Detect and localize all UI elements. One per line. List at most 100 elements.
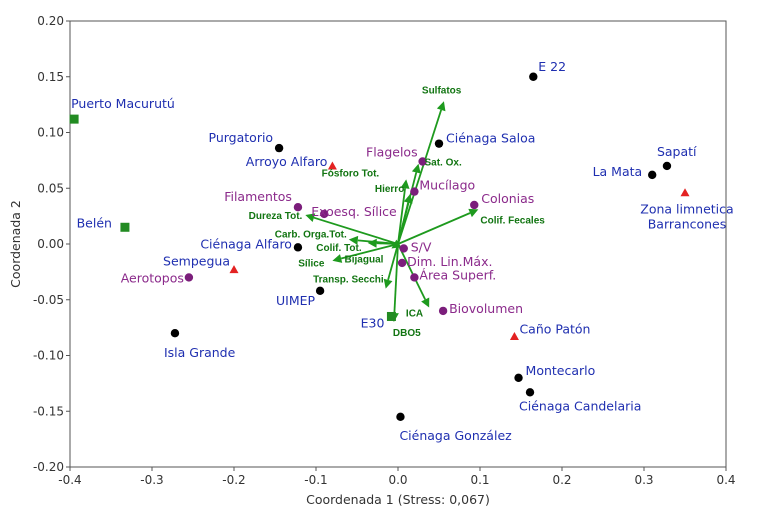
vector-silice-arrowhead (332, 254, 343, 263)
vector-transp-secchi-label: Transp. Secchi (313, 275, 384, 286)
x-axis-title: Coordenada 1 (Stress: 0,067) (306, 492, 490, 507)
point-purgatorio (274, 143, 284, 153)
point-la-mata-label: La Mata (593, 164, 643, 179)
point-dim-lin-max-label: Dim. Lin.Máx. (407, 254, 492, 269)
vector-dbo5-line (393, 243, 399, 314)
point-cienaga-gonzalez-label: Ciénaga González (399, 428, 512, 443)
y-tick-label: 0.15 (37, 70, 64, 84)
x-tick-label: 0.4 (716, 473, 735, 487)
point-s-v (399, 244, 408, 253)
vector-hierro-arrowhead (403, 193, 413, 204)
vector-ica-line (397, 243, 427, 300)
point-montecarlo (514, 373, 523, 382)
x-tick-label: -0.4 (58, 473, 81, 487)
point-puerto-macurutu (69, 114, 79, 124)
y-tick-label: 0.20 (37, 14, 64, 28)
point-dim-lin-max (397, 258, 407, 268)
point-cienaga-saloa-label: Ciénaga Saloa (446, 131, 535, 146)
vector-fosforo-tot-label: Fósforo Tot. (322, 168, 380, 179)
point-zona-limnetica-barrancones (680, 188, 690, 197)
x-tick-label: -0.3 (140, 473, 163, 487)
point-cienaga-alfaro (293, 243, 303, 252)
point-mucilago (410, 187, 419, 196)
point-cano-paton-label: Caño Patón (519, 322, 590, 337)
vector-silice-line (340, 243, 399, 260)
vector-colif-fecales-label: Colif. Fecales (480, 215, 545, 226)
point-flagelos (418, 157, 427, 166)
point-isla-grande (170, 329, 180, 338)
vector-transp-secchi-arrowhead (383, 278, 393, 289)
point-cienaga-candelaria (525, 388, 535, 397)
vector-ica-label: ICA (406, 309, 423, 320)
x-tick-label: 0.1 (470, 473, 489, 487)
point-arroyo-alfaro (327, 161, 337, 170)
point-colonias-label: Colonias (481, 191, 534, 206)
point-arroyo-alfaro-label: Arroyo Alfaro (246, 154, 328, 169)
points-layer (69, 72, 690, 422)
point-montecarlo-label: Montecarlo (526, 363, 596, 378)
point-e30-label: E30 (361, 315, 385, 330)
point-area-superf-label: Área Superf. (419, 267, 496, 282)
vector-labels-layer: Sulfatos Sat. Ox. Fósforo Tot. Hierro Colif.… (249, 85, 546, 339)
point-la-mata (648, 170, 657, 180)
vector-transp-secchi-line (387, 243, 399, 281)
point-area-superf (410, 273, 419, 282)
point-sempegua-label: Sempegua (163, 254, 230, 269)
y-tick-label: -0.05 (33, 293, 64, 307)
point-biovolumen-label: Biovolumen (449, 301, 523, 316)
point-belen-label: Belén (77, 215, 112, 230)
vector-sat-ox-arrowhead (411, 163, 421, 174)
vector-ica-arrowhead (421, 297, 430, 308)
y-tick-label: -0.10 (33, 349, 64, 363)
y-tick-label: -0.20 (33, 460, 64, 474)
y-axis-title: Coordenada 2 (8, 200, 23, 288)
vector-bijagual-label: Bijagual (345, 254, 384, 265)
vector-dureza-tot-label: Dureza Tot. (249, 211, 303, 222)
point-purgatorio-label: Purgatorio (209, 130, 274, 145)
point-filamentos-label: Filamentos (224, 189, 292, 204)
vector-sulfatos-line (397, 109, 443, 245)
vector-dureza-tot-line (313, 216, 399, 245)
x-axis: -0.4 -0.3 -0.2 -0.1 0.0 0.1 0.2 0.3 0.4 (58, 467, 736, 487)
point-colonias (470, 200, 479, 210)
vector-dbo5-label: DBO5 (393, 328, 421, 339)
point-puerto-macurutu-label: Puerto Macurutú (71, 96, 175, 111)
x-tick-label: -0.2 (222, 473, 245, 487)
vector-sat-ox-label: Sat. Ox. (425, 158, 462, 169)
vector-colif-tot-label: Colif. Tot. (316, 243, 362, 254)
vector-colif-fecales-line (397, 212, 471, 245)
point-belen (120, 222, 130, 232)
point-cienaga-candelaria-label: Ciénaga Candelaria (519, 398, 641, 413)
point-labels-layer: E 22 Ciénaga Saloa Purgatorio Sapatí La Mata… (71, 59, 734, 443)
point-mucilago-label: Mucílago (419, 178, 475, 193)
point-e30 (386, 311, 396, 321)
vector-sulfatos-arrowhead (436, 101, 446, 112)
y-tick-label: 0.05 (37, 181, 64, 195)
point-sapati (662, 161, 672, 171)
x-tick-label: -0.1 (304, 473, 327, 487)
vector-silice-label: Sílice (298, 259, 325, 270)
point-filamentos (293, 203, 303, 212)
y-tick-label: 0.10 (37, 126, 64, 140)
point-s-v-label: S/V (411, 239, 432, 254)
y-axis: -0.20 -0.15 -0.10 -0.05 0.00 0.05 0.10 0.15 0.20 (33, 14, 70, 474)
point-cienaga-alfaro-label: Ciénaga Alfaro (200, 236, 292, 251)
point-uimep-label: UIMEP (276, 293, 316, 308)
vectors-layer (305, 101, 479, 323)
point-exoesq-silice-label: Exoesq. Sílice (311, 204, 397, 219)
vector-carb-orga-tot-arrowhead (348, 235, 359, 245)
point-e-22 (529, 72, 538, 81)
point-aerotopos-label: Aerotopos (121, 270, 184, 285)
point-sempegua (229, 265, 239, 274)
point-e-22-label: E 22 (538, 59, 566, 74)
point-aerotopos (184, 273, 194, 282)
point-isla-grande-label: Isla Grande (164, 345, 236, 360)
vector-colif-fecales-arrowhead (468, 208, 479, 218)
y-tick-label: -0.15 (33, 404, 64, 418)
vector-hierro-line (397, 202, 410, 245)
x-tick-label: 0.3 (634, 473, 653, 487)
point-cienaga-gonzalez (396, 412, 405, 422)
point-exoesq-silice (320, 209, 329, 219)
point-biovolumen (438, 306, 448, 316)
